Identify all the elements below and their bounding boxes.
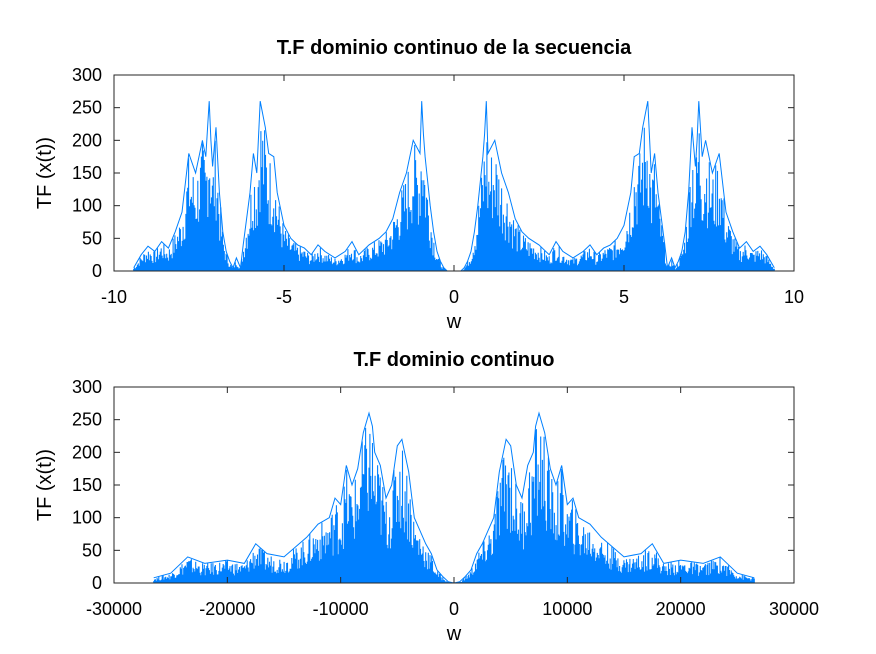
- chart2-y-tick-label: 50: [82, 540, 102, 560]
- chart1-x-tick-label: 5: [619, 287, 629, 307]
- chart2-axes-box: [113, 386, 795, 584]
- chart2-series-envelope: [153, 411, 755, 584]
- chart2-x-tick-label: 20000: [656, 599, 706, 619]
- chart2-x-axis-label: w: [446, 623, 462, 645]
- chart2-y-tick-label: 250: [72, 410, 102, 430]
- chart1-x-tick-label: 10: [784, 287, 804, 307]
- chart2-x-tick-label: 30000: [769, 599, 819, 619]
- chart1-series-fill: [133, 127, 775, 271]
- chart1-x-axis-label: w: [446, 311, 462, 333]
- chart2-x-tick-label: -30000: [86, 599, 142, 619]
- chart1-y-tick-label: 50: [82, 228, 102, 248]
- chart2-x-tick-label: 10000: [542, 599, 592, 619]
- chart1-x-tick-label: 0: [449, 287, 459, 307]
- chart2-y-tick-label: 200: [72, 442, 102, 462]
- chart2-x-tick-label: 0: [449, 599, 459, 619]
- chart1-y-axis-label: TF (x(t)): [34, 137, 56, 209]
- chart1-y-tick-label: 200: [72, 130, 102, 150]
- chart2-y-axis-label: TF (x(t)): [34, 449, 56, 521]
- chart2-series-spikes: [153, 427, 755, 583]
- chart1-title: T.F dominio continuo de la secuencia: [277, 37, 632, 59]
- chart2-x-tick-label: -10000: [313, 599, 369, 619]
- chart1-y-tick-label: 300: [72, 65, 102, 85]
- chart2-y-tick-label: 100: [72, 508, 102, 528]
- chart2-title: T.F dominio continuo: [353, 349, 554, 371]
- chart1-y-tick-label: 250: [72, 98, 102, 118]
- chart2-y-tick-label: 300: [72, 377, 102, 397]
- chart2-series-fill: [153, 427, 755, 583]
- chart1-x-tick-label: -5: [276, 287, 292, 307]
- chart1-series-envelope: [133, 101, 775, 272]
- chart2-panel: -30000 -20000 -10000 0 10000 20000 30000 0 50 100…: [34, 349, 819, 645]
- chart1-x-tick-label: -10: [101, 287, 127, 307]
- chart1-y-tick-label: 150: [72, 163, 102, 183]
- chart2-y-tick-label: 0: [92, 573, 102, 593]
- chart2-x-tick-label: -20000: [199, 599, 255, 619]
- chart2-y-tick-label: 150: [72, 475, 102, 495]
- chart1-y-tick-label: 100: [72, 196, 102, 216]
- chart1-series-spikes: [133, 127, 775, 271]
- chart1-y-tick-label: 0: [92, 261, 102, 281]
